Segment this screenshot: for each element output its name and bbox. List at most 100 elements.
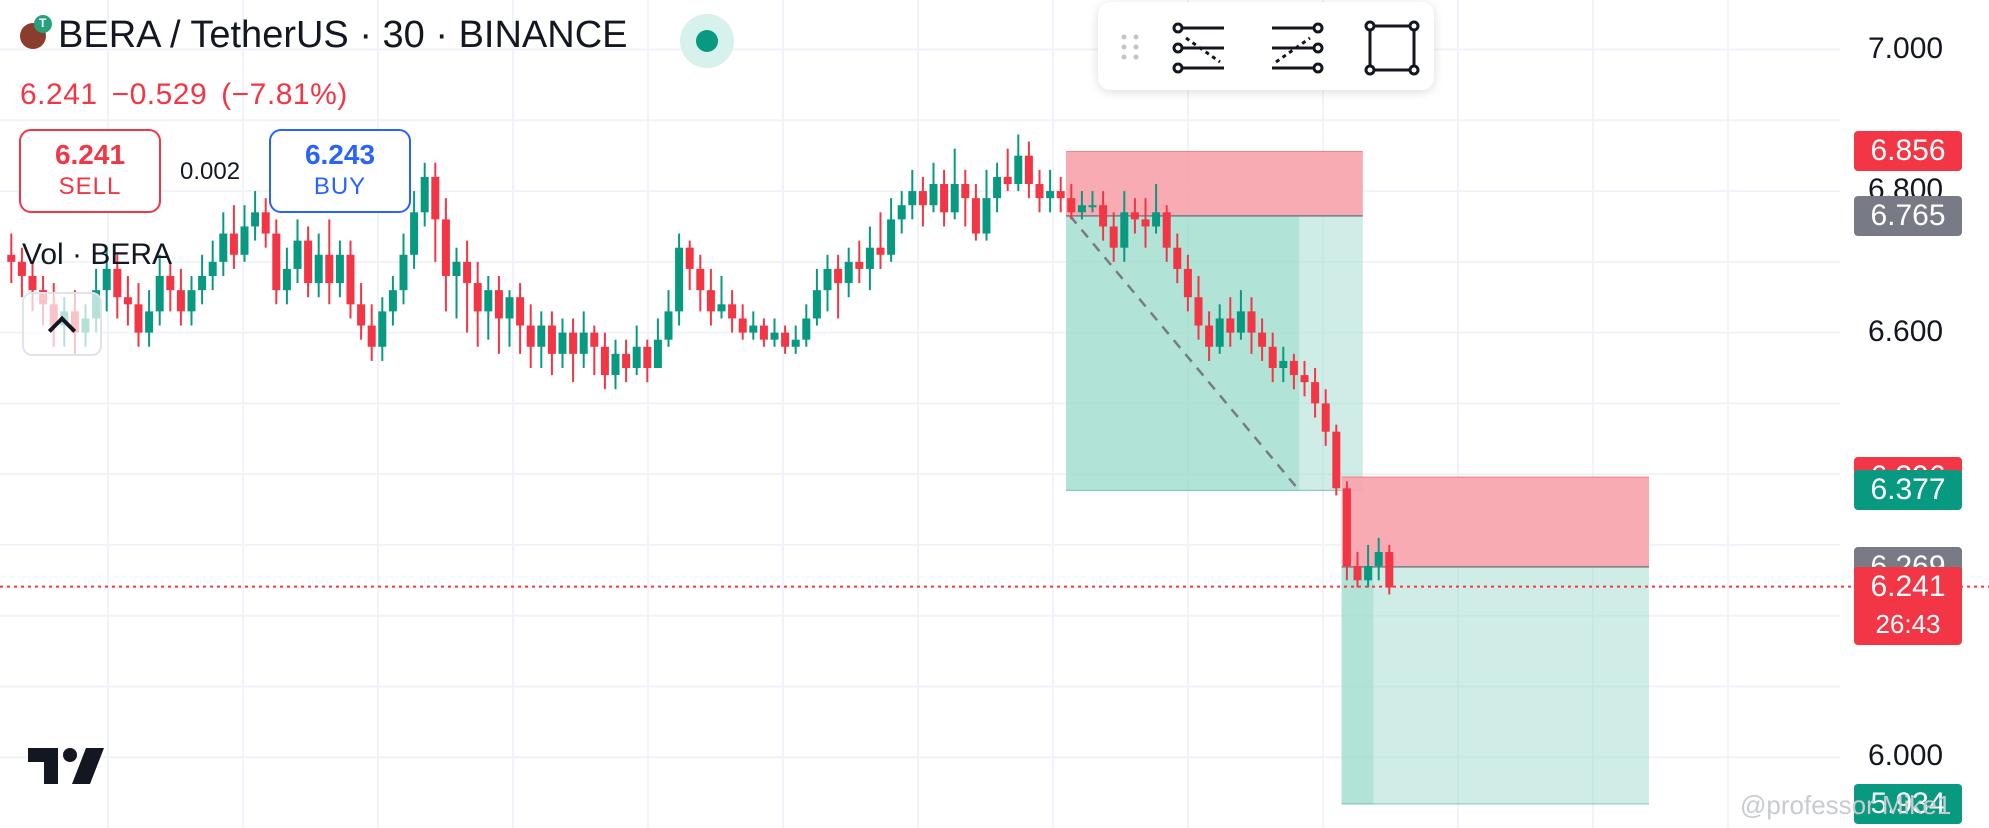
candle-body: [855, 261, 864, 269]
candle: [1247, 297, 1256, 354]
candle: [134, 283, 143, 347]
candle: [410, 191, 419, 269]
candle: [1152, 184, 1161, 234]
candle-body: [1236, 311, 1245, 333]
candle: [155, 254, 164, 326]
candle-body: [823, 268, 832, 291]
short-position-tool-icon[interactable]: [1168, 16, 1232, 80]
candle: [961, 169, 970, 227]
candle-body: [1088, 205, 1097, 208]
volume-indicator-label[interactable]: Vol · BERA: [22, 238, 173, 271]
candle: [1332, 424, 1341, 496]
candle: [484, 276, 493, 340]
candle: [844, 247, 853, 298]
candle-body: [473, 283, 482, 312]
candle-body: [685, 247, 694, 269]
candle-body: [1141, 219, 1150, 227]
candle: [240, 205, 249, 262]
candle-body: [1035, 184, 1044, 199]
price-label-value: 6.377: [1870, 473, 1946, 507]
candle: [420, 162, 429, 227]
candle: [1374, 537, 1383, 581]
candle-body: [155, 276, 164, 312]
candle-body: [1014, 155, 1023, 184]
candle: [791, 325, 800, 354]
candle: [1014, 134, 1023, 192]
candle-body: [1077, 205, 1086, 213]
price-change-pct: (−7.81%): [221, 78, 348, 111]
candle: [738, 304, 747, 340]
candle-body: [1067, 198, 1076, 213]
bar-countdown: 26:43: [1875, 608, 1941, 639]
price-label-value: 5.934: [1870, 786, 1946, 820]
symbol-title: BERA / TetherUS · 30 · BINANCE: [58, 14, 628, 56]
sell-button[interactable]: 6.241 SELL: [19, 129, 161, 213]
candle: [261, 198, 270, 248]
candle: [643, 339, 652, 383]
candle: [865, 226, 874, 291]
candle-body: [579, 332, 588, 354]
candle-body: [145, 311, 154, 333]
candle: [367, 304, 376, 361]
candle-body: [1099, 205, 1108, 227]
candle: [706, 268, 715, 326]
candle: [696, 254, 705, 312]
drag-grip-icon[interactable]: [1118, 32, 1142, 62]
price-label: 6.241 26:43: [1854, 566, 1962, 645]
candle-body: [166, 276, 175, 291]
market-status-icon[interactable]: [680, 14, 734, 68]
collapse-chevron-icon[interactable]: [22, 292, 102, 356]
price-label-value: 6.765: [1870, 198, 1946, 232]
candle-body: [622, 353, 631, 368]
candle: [176, 268, 185, 326]
candle-body: [367, 325, 376, 347]
candle: [1120, 191, 1129, 262]
rectangle-tool-icon[interactable]: [1360, 16, 1424, 80]
candle: [1236, 290, 1245, 340]
buy-button[interactable]: 6.243 BUY: [269, 129, 411, 213]
candle-body: [759, 325, 768, 340]
candle-body: [1152, 212, 1161, 227]
price-label: 6.377: [1854, 470, 1962, 511]
candle-body: [569, 332, 578, 354]
candle: [1046, 169, 1055, 213]
buy-price: 6.243: [304, 139, 376, 170]
candle-body: [198, 276, 207, 291]
candle-body: [537, 325, 546, 347]
candle: [569, 318, 578, 383]
candle: [834, 254, 843, 319]
candle-body: [240, 226, 249, 255]
filled-profit-zone: [1341, 566, 1374, 804]
candle-body: [791, 339, 800, 347]
candle: [251, 191, 260, 241]
candle: [812, 268, 821, 326]
candle-body: [781, 332, 790, 347]
candle: [1279, 346, 1288, 383]
candle-body: [611, 353, 620, 376]
candle-body: [304, 240, 313, 284]
candle: [632, 325, 641, 376]
candle: [113, 254, 122, 319]
candle: [579, 311, 588, 368]
candle: [346, 240, 355, 319]
long-position-tool-icon[interactable]: [1264, 16, 1328, 80]
candle: [441, 198, 450, 312]
candle: [1268, 332, 1277, 383]
candle: [304, 226, 313, 298]
candle-body: [918, 191, 927, 206]
symbol-header[interactable]: BERA / TetherUS · 30 · BINANCE: [20, 14, 628, 57]
candle-body: [643, 346, 652, 368]
buy-label: BUY: [313, 173, 367, 200]
candle: [876, 212, 885, 269]
candle: [1162, 205, 1171, 262]
candle-body: [738, 318, 747, 333]
candle-body: [1247, 311, 1256, 333]
candle-body: [293, 240, 302, 269]
candle-body: [993, 176, 1002, 199]
candle: [1130, 198, 1139, 234]
candle: [1109, 212, 1118, 262]
filled-profit-zone: [1066, 215, 1300, 491]
candle: [1099, 191, 1108, 241]
coin-logo-icon: [20, 14, 52, 49]
